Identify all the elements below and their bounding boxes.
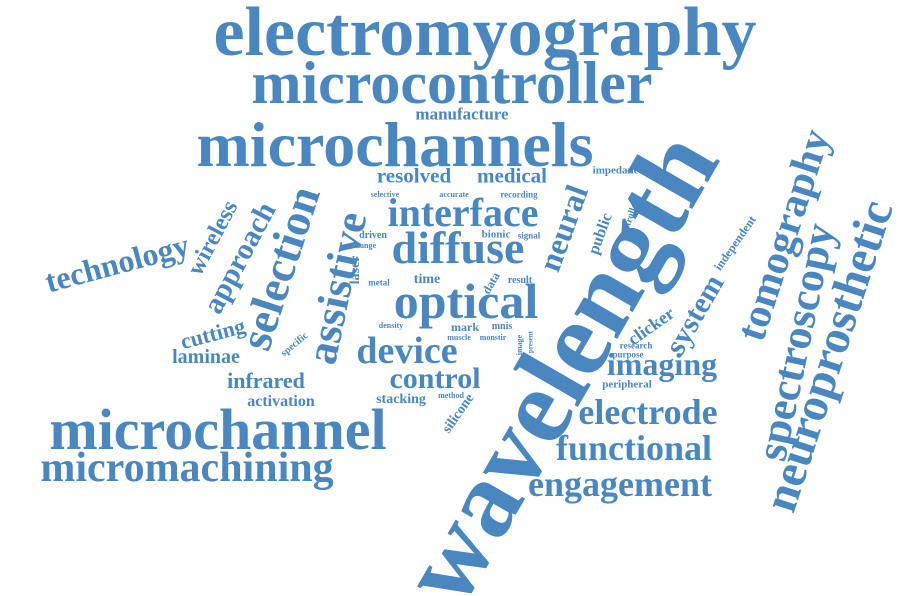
word-medical: medical [477,163,547,188]
word-microchannel: microchannel [49,397,387,462]
word-result: result [507,275,533,286]
word-electromyography: electromyography [213,0,757,71]
word-peripheral: peripheral [602,378,652,391]
word-optical: optical [393,273,539,329]
word-diffuse: diffuse [391,222,525,273]
word-electrode: electrode [578,392,718,432]
word-resolved: resolved [376,163,452,188]
word-microchannels: microchannels [196,109,594,180]
word-microcontroller: microcontroller [251,50,653,116]
word-mark: mark [451,320,479,334]
word-driven: driven [359,230,387,241]
word-stacking: stacking [376,392,426,407]
word-monstir: monstir [479,333,507,342]
word-muscle: muscle [447,333,471,342]
word-interface: interface [387,190,539,235]
word-mnis: mnis [491,321,513,332]
word-metal: metal [368,277,390,288]
word-signal: signal [517,230,541,241]
word-bionic: bionic [481,228,511,241]
word-method: method [438,391,464,400]
word-control: control [389,362,481,395]
word-infrared: infrared [227,368,305,393]
word-engagement: engagement [528,464,712,504]
word-laminae: laminae [172,346,240,368]
word-imaging: imaging [606,346,718,382]
word-manufacture: manufacture [415,104,509,124]
word-accurate: accurate [439,190,469,199]
word-time: time [413,272,441,287]
word-activation: activation [247,393,315,410]
word-recording: recording [500,189,538,200]
word-impedance: impedance [592,164,644,177]
word-purpose: purpose [612,349,644,360]
word-research: research [619,340,653,351]
word-technology: technology [41,226,193,300]
word-selective: selective [370,190,400,199]
word-functional: functional [555,428,713,468]
word-micromachining: micromachining [40,445,334,491]
word-device: device [356,330,458,372]
word-change: change [352,241,376,250]
word-laser: laser [348,255,363,285]
word-density: density [378,321,404,330]
